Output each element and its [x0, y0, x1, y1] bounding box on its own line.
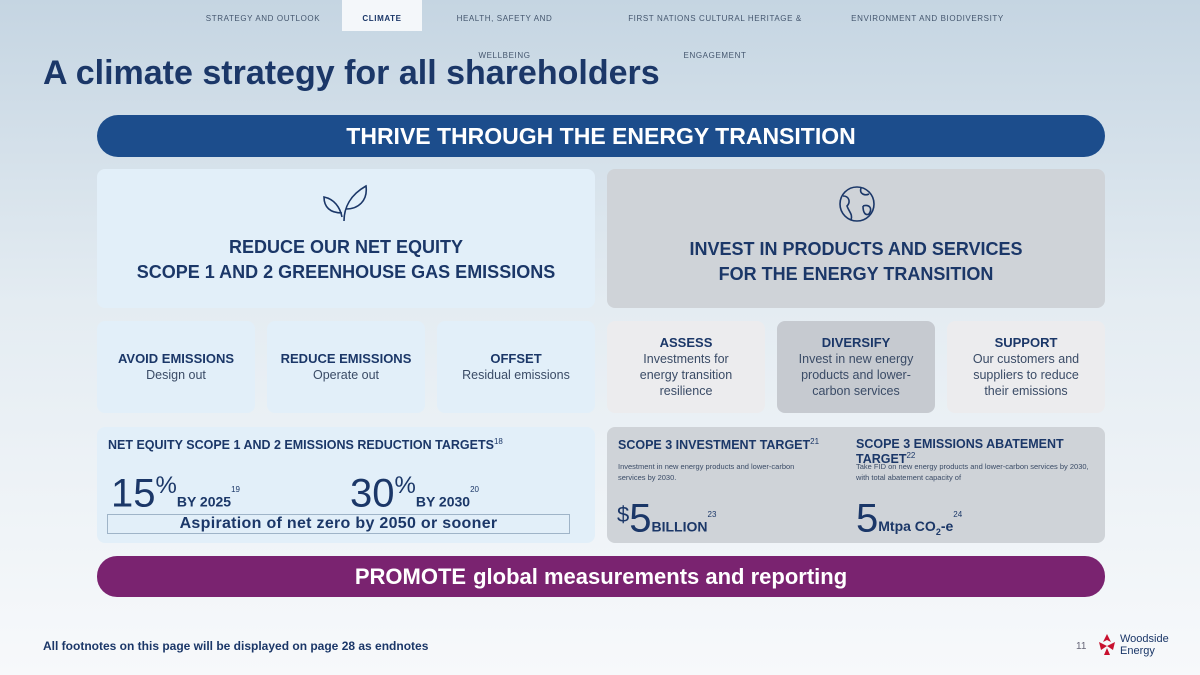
text: global measurements and reporting [473, 563, 848, 589]
description: Take FID on new energy products and lowe… [856, 462, 1089, 482]
footnote-ref: 23 [707, 510, 717, 519]
action-line: Residual emissions [462, 368, 570, 382]
action-line: resilience [659, 384, 713, 398]
action-line: energy transition [639, 368, 733, 382]
logo-mark [1099, 634, 1115, 655]
text: SCOPE 3 EMISSIONS ABATEMENT TARGET [856, 437, 1064, 467]
action-line: carbon services [812, 384, 900, 398]
text: NET EQUITY SCOPE 1 AND 2 EMISSIONS REDUC… [108, 438, 494, 453]
target-value: $5BILLION23 [617, 495, 716, 546]
globe-icon [839, 186, 875, 222]
action-line: their emissions [984, 384, 1068, 398]
unit: Mtpa CO2-e [878, 518, 954, 538]
description: Investment in new energy products and lo… [618, 462, 795, 482]
unit-text: -e [940, 518, 954, 535]
target-card: SCOPE 3 INVESTMENT TARGET21 Investment i… [607, 427, 1105, 543]
footnote-ref: 20 [470, 485, 479, 494]
action-card: SUPPORT Our customers and suppliers to red… [947, 321, 1105, 413]
footer-note: All footnotes on this page will be displ… [43, 639, 429, 653]
unit: % [155, 472, 177, 499]
action-line: Invest in new energy [798, 352, 914, 366]
footnote-ref: 24 [953, 510, 963, 519]
target-value: 30%BY 203020 [350, 470, 479, 521]
pillar-text: INVEST IN PRODUCTS AND SERVICES FOR THE E… [607, 237, 1105, 287]
subscript: 2 [935, 527, 941, 538]
promote-banner: PROMOTE global measurements and reporting [97, 556, 1105, 597]
value: 5 [856, 496, 879, 541]
action-title: AVOID EMISSIONS [117, 351, 235, 366]
footnote-ref: 22 [906, 451, 916, 460]
action-title: DIVERSIFY [821, 335, 891, 350]
label: BY 2030 [415, 493, 471, 510]
unit: % [394, 472, 416, 499]
action-line: products and lower- [801, 368, 911, 382]
unit-text: Mtpa CO [878, 518, 936, 535]
action-line: Investments for [643, 352, 729, 366]
action-card: ASSESS Investments for energy transition re… [607, 321, 765, 413]
nav-tab-active[interactable]: CLIMATE [342, 0, 422, 31]
page-number: 11 [1076, 641, 1087, 652]
heading: NET EQUITY SCOPE 1 AND 2 EMISSIONS REDUC… [108, 437, 503, 452]
line: FOR THE ENERGY TRANSITION [718, 264, 994, 284]
strong: PROMOTE [354, 563, 467, 589]
line: REDUCE OUR NET EQUITY [228, 237, 464, 257]
unit: BILLION [651, 518, 708, 535]
value: 5 [629, 496, 652, 541]
action-line: suppliers to reduce [973, 368, 1079, 382]
line: SCOPE 1 AND 2 GREENHOUSE GAS EMISSIONS [136, 262, 556, 282]
banner: THRIVE THROUGH THE ENERGY TRANSITION [97, 115, 1105, 157]
nav-tab[interactable]: STRATEGY AND OUTLOOK [205, 14, 321, 23]
target-value: 5Mtpa CO2-e24 [856, 495, 962, 552]
value: 15 [111, 471, 156, 516]
aspiration: Aspiration of net zero by 2050 or sooner [107, 514, 570, 534]
action-card: REDUCE EMISSIONS Operate out [267, 321, 425, 413]
text: SCOPE 3 INVESTMENT TARGET [618, 438, 811, 453]
heading: SCOPE 3 INVESTMENT TARGET21 [618, 437, 819, 452]
leaf-icon [323, 184, 368, 222]
action-title: SUPPORT [994, 335, 1058, 350]
footnote-ref: 21 [810, 437, 820, 446]
action-line: Design out [146, 368, 206, 382]
title: A climate strategy for all shareholders [43, 54, 660, 92]
action-card: AVOID EMISSIONS Design out [97, 321, 255, 413]
action-title: ASSESS [659, 335, 713, 350]
pillar-text: REDUCE OUR NET EQUITY SCOPE 1 AND 2 GREEN… [97, 235, 595, 285]
footnote-ref: 18 [493, 437, 503, 446]
value: 30 [350, 471, 395, 516]
action-line: Our customers and [972, 352, 1080, 366]
logo-line: Woodside [1120, 633, 1169, 645]
action-line: Operate out [312, 368, 379, 382]
nav-tab[interactable]: FIRST NATIONS CULTURAL HERITAGE & ENGAGE… [628, 14, 802, 60]
pillar-card: INVEST IN PRODUCTS AND SERVICES FOR THE E… [607, 169, 1105, 308]
target-value: 15%BY 202519 [111, 470, 240, 521]
footnote-ref: 19 [231, 485, 240, 494]
target-card: NET EQUITY SCOPE 1 AND 2 EMISSIONS REDUC… [97, 427, 595, 543]
action-title: REDUCE EMISSIONS [280, 351, 412, 366]
logo-text: Woodside Energy [1120, 633, 1169, 657]
nav-tab[interactable]: ENVIRONMENT AND BIODIVERSITY [851, 14, 1004, 23]
prefix: $ [617, 502, 630, 527]
action-title: OFFSET [490, 351, 542, 366]
logo-line: Energy [1120, 645, 1155, 657]
nav-tab[interactable]: HEALTH, SAFETY AND WELLBEING [456, 14, 553, 60]
label: BY 2025 [176, 493, 232, 510]
heading: SCOPE 3 EMISSIONS ABATEMENT TARGET22 [856, 437, 1105, 466]
action-card: DIVERSIFY Invest in new energy products an… [777, 321, 935, 413]
line: INVEST IN PRODUCTS AND SERVICES [689, 239, 1023, 259]
pillar-card: REDUCE OUR NET EQUITY SCOPE 1 AND 2 GREEN… [97, 169, 595, 308]
action-card: OFFSET Residual emissions [437, 321, 595, 413]
